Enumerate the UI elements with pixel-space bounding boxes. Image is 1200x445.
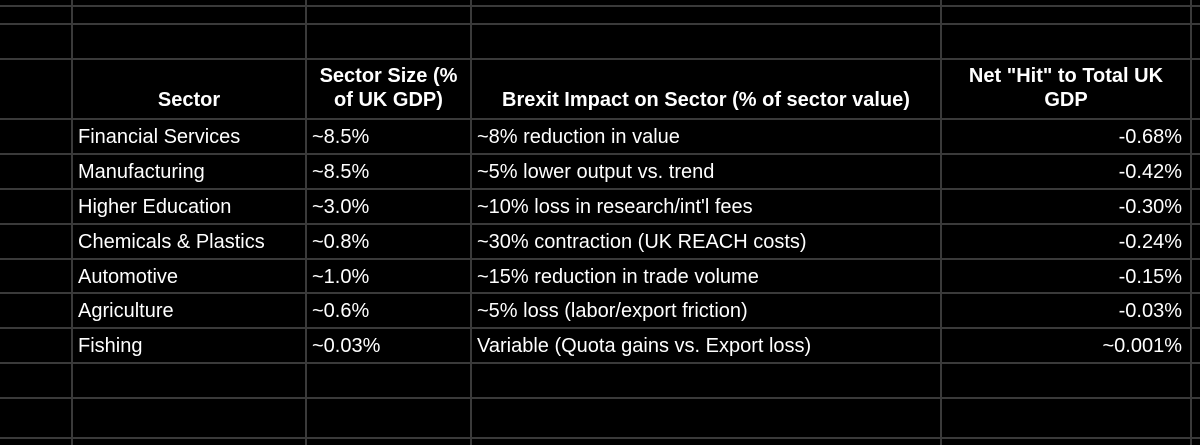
row-divider	[0, 223, 1200, 225]
cell-value: ~15% reduction in trade volume	[477, 265, 759, 288]
column-divider	[940, 0, 942, 445]
table-cell-sector[interactable]: Chemicals & Plastics	[73, 225, 305, 258]
column-divider	[71, 0, 73, 445]
cell-value: -0.68%	[1118, 125, 1182, 148]
table-cell-net[interactable]: ~0.001%	[942, 329, 1190, 362]
table-cell-impact[interactable]: ~5% lower output vs. trend	[472, 155, 940, 188]
cell-value: ~0.001%	[1102, 334, 1182, 357]
cell-value: ~30% contraction (UK REACH costs)	[477, 230, 807, 253]
table-cell-impact[interactable]: ~10% loss in research/int'l fees	[472, 190, 940, 223]
cell-value: -0.15%	[1118, 265, 1182, 288]
header-cell-size[interactable]: Sector Size (% of UK GDP)	[307, 60, 470, 118]
table-cell-sector[interactable]: Manufacturing	[73, 155, 305, 188]
table-cell-sector[interactable]: Automotive	[73, 260, 305, 293]
row-divider	[0, 292, 1200, 294]
table-cell-size[interactable]: ~1.0%	[307, 260, 470, 293]
table-cell-net[interactable]: -0.24%	[942, 225, 1190, 258]
table-cell-impact[interactable]: ~5% loss (labor/export friction)	[472, 294, 940, 327]
cell-value: ~8.5%	[312, 160, 370, 183]
cell-value: ~0.6%	[312, 299, 370, 322]
row-divider	[0, 362, 1200, 364]
header-label: Net "Hit" to Total UK GDP	[968, 65, 1164, 111]
cell-value: ~8.5%	[312, 125, 370, 148]
cell-value: Higher Education	[78, 195, 232, 218]
table-cell-net[interactable]: -0.30%	[942, 190, 1190, 223]
cell-value: Variable (Quota gains vs. Export loss)	[477, 334, 812, 357]
table-cell-sector[interactable]: Financial Services	[73, 120, 305, 153]
row-divider	[0, 118, 1200, 120]
header-label: Brexit Impact on Sector (% of sector val…	[502, 89, 910, 111]
header-label: Sector Size (% of UK GDP)	[319, 65, 458, 111]
table-cell-size[interactable]: ~3.0%	[307, 190, 470, 223]
cell-value: -0.03%	[1118, 299, 1182, 322]
table-cell-sector[interactable]: Agriculture	[73, 294, 305, 327]
table-cell-size[interactable]: ~8.5%	[307, 120, 470, 153]
row-divider	[0, 5, 1200, 7]
cell-value: -0.24%	[1118, 230, 1182, 253]
table-cell-impact[interactable]: Variable (Quota gains vs. Export loss)	[472, 329, 940, 362]
cell-value: ~10% loss in research/int'l fees	[477, 195, 753, 218]
cell-value: ~5% lower output vs. trend	[477, 160, 715, 183]
row-divider	[0, 258, 1200, 260]
cell-value: Agriculture	[78, 299, 174, 322]
table-cell-impact[interactable]: ~15% reduction in trade volume	[472, 260, 940, 293]
table-cell-size[interactable]: ~8.5%	[307, 155, 470, 188]
header-label: Sector	[157, 89, 221, 111]
cell-value: Financial Services	[78, 125, 241, 148]
row-divider	[0, 327, 1200, 329]
row-divider	[0, 437, 1200, 439]
header-cell-sector[interactable]: Sector	[73, 60, 305, 118]
cell-value: ~5% loss (labor/export friction)	[477, 299, 748, 322]
row-divider	[0, 58, 1200, 60]
row-divider	[0, 23, 1200, 25]
cell-value: ~8% reduction in value	[477, 125, 680, 148]
header-cell-net[interactable]: Net "Hit" to Total UK GDP	[942, 60, 1190, 118]
table-cell-impact[interactable]: ~8% reduction in value	[472, 120, 940, 153]
column-divider	[1190, 0, 1192, 445]
header-cell-impact[interactable]: Brexit Impact on Sector (% of sector val…	[472, 60, 940, 118]
table-cell-size[interactable]: ~0.8%	[307, 225, 470, 258]
cell-value: ~1.0%	[312, 265, 370, 288]
cell-value: Manufacturing	[78, 160, 205, 183]
row-divider	[0, 188, 1200, 190]
column-divider	[305, 0, 307, 445]
column-divider	[470, 0, 472, 445]
cell-value: Chemicals & Plastics	[78, 230, 265, 253]
table-cell-net[interactable]: -0.68%	[942, 120, 1190, 153]
table-cell-net[interactable]: -0.03%	[942, 294, 1190, 327]
cell-value: Fishing	[78, 334, 143, 357]
table-cell-net[interactable]: -0.15%	[942, 260, 1190, 293]
table-cell-sector[interactable]: Higher Education	[73, 190, 305, 223]
cell-value: -0.30%	[1118, 195, 1182, 218]
table-cell-size[interactable]: ~0.6%	[307, 294, 470, 327]
table-cell-sector[interactable]: Fishing	[73, 329, 305, 362]
table-cell-size[interactable]: ~0.03%	[307, 329, 470, 362]
table-cell-impact[interactable]: ~30% contraction (UK REACH costs)	[472, 225, 940, 258]
cell-value: ~3.0%	[312, 195, 370, 218]
cell-value: -0.42%	[1118, 160, 1182, 183]
cell-value: Automotive	[78, 265, 179, 288]
table-cell-net[interactable]: -0.42%	[942, 155, 1190, 188]
cell-value: ~0.8%	[312, 230, 370, 253]
row-divider	[0, 153, 1200, 155]
cell-value: ~0.03%	[312, 334, 381, 357]
row-divider	[0, 397, 1200, 399]
